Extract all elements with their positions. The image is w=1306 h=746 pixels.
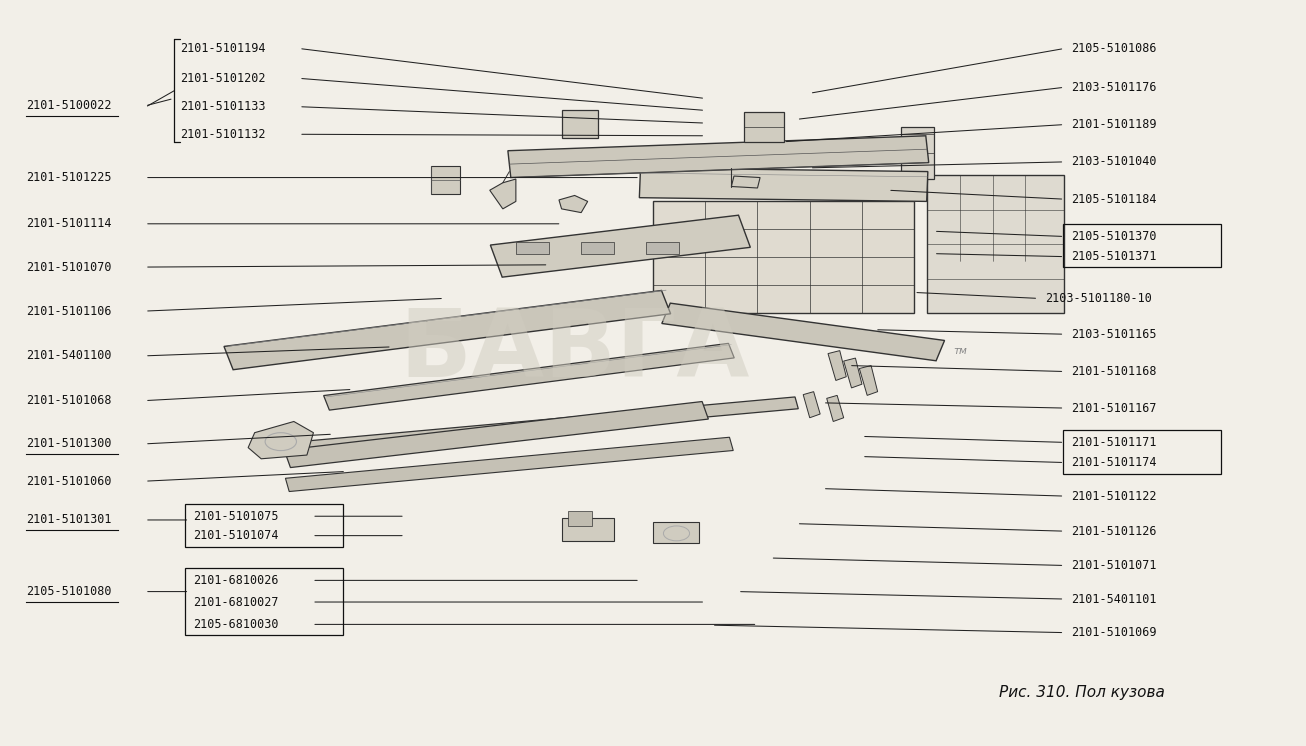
Polygon shape [508,136,929,178]
Text: 2103-5101176: 2103-5101176 [1071,81,1156,94]
Text: 2101-5101070: 2101-5101070 [26,260,111,274]
Polygon shape [285,401,708,468]
Bar [646,242,679,254]
Text: 2103-5101165: 2103-5101165 [1071,327,1156,341]
Text: 2105-5101080: 2105-5101080 [26,585,111,598]
Text: 2101-6810026: 2101-6810026 [193,574,278,587]
Bar [562,110,598,138]
Text: 2101-5101133: 2101-5101133 [180,100,265,113]
Text: 2101-5101301: 2101-5101301 [26,513,111,527]
Bar [901,127,934,179]
Text: Рис. 310. Пол кузова: Рис. 310. Пол кузова [999,685,1165,700]
Text: 2101-5101074: 2101-5101074 [193,529,278,542]
Text: 2101-5101106: 2101-5101106 [26,304,111,318]
Polygon shape [859,366,878,395]
Bar [927,175,1064,313]
Bar [744,112,784,142]
Text: 2101-5101126: 2101-5101126 [1071,524,1156,538]
Bar [581,242,614,254]
Text: 2101-5101060: 2101-5101060 [26,474,111,488]
Text: 2101-5101171: 2101-5101171 [1071,436,1156,449]
Text: 2101-5401100: 2101-5401100 [26,349,111,363]
Text: 2105-6810030: 2105-6810030 [193,618,278,631]
Polygon shape [827,395,844,421]
Polygon shape [248,421,313,459]
Text: 2103-5101040: 2103-5101040 [1071,155,1156,169]
Text: 2101-5101225: 2101-5101225 [26,171,111,184]
Polygon shape [490,215,751,278]
Polygon shape [299,397,798,454]
Polygon shape [844,358,862,388]
Text: 2101-5101069: 2101-5101069 [1071,626,1156,639]
Text: БАВГА: БАВГА [400,304,750,397]
Text: 2103-5101180-10: 2103-5101180-10 [1045,292,1152,305]
Text: тм: тм [953,345,966,356]
Text: 2101-6810027: 2101-6810027 [193,595,278,609]
Text: 2101-5101132: 2101-5101132 [180,128,265,141]
Bar [568,511,592,526]
Text: 2105-5101184: 2105-5101184 [1071,192,1156,206]
Polygon shape [286,437,733,492]
Polygon shape [803,392,820,418]
Text: 2101-5101300: 2101-5101300 [26,437,111,451]
Text: 2101-5101114: 2101-5101114 [26,217,111,231]
Text: 2101-5101068: 2101-5101068 [26,394,111,407]
Text: 2101-5101174: 2101-5101174 [1071,456,1156,469]
Polygon shape [324,343,734,410]
Bar [653,201,914,313]
Text: 2101-5401101: 2101-5401101 [1071,592,1156,606]
Text: 2101-5101071: 2101-5101071 [1071,559,1156,572]
Text: 2101-5101189: 2101-5101189 [1071,118,1156,131]
Polygon shape [559,195,588,213]
Text: 2101-5100022: 2101-5100022 [26,99,111,113]
Polygon shape [225,290,670,370]
Text: 2101-5101194: 2101-5101194 [180,42,265,55]
Bar [431,166,460,194]
Text: 2101-5101122: 2101-5101122 [1071,489,1156,503]
Polygon shape [828,351,846,380]
Text: 2105-5101371: 2105-5101371 [1071,250,1156,263]
Text: 2101-5101167: 2101-5101167 [1071,401,1156,415]
Text: 2101-5101168: 2101-5101168 [1071,365,1156,378]
Text: 2101-5101075: 2101-5101075 [193,510,278,523]
Text: 2105-5101086: 2105-5101086 [1071,42,1156,55]
Bar [653,522,699,543]
Polygon shape [662,303,944,361]
Bar [516,242,549,254]
Polygon shape [490,179,516,209]
Bar [562,518,614,541]
Text: 2105-5101370: 2105-5101370 [1071,230,1156,243]
Text: 2101-5101202: 2101-5101202 [180,72,265,85]
Polygon shape [731,176,760,188]
Polygon shape [640,168,927,201]
